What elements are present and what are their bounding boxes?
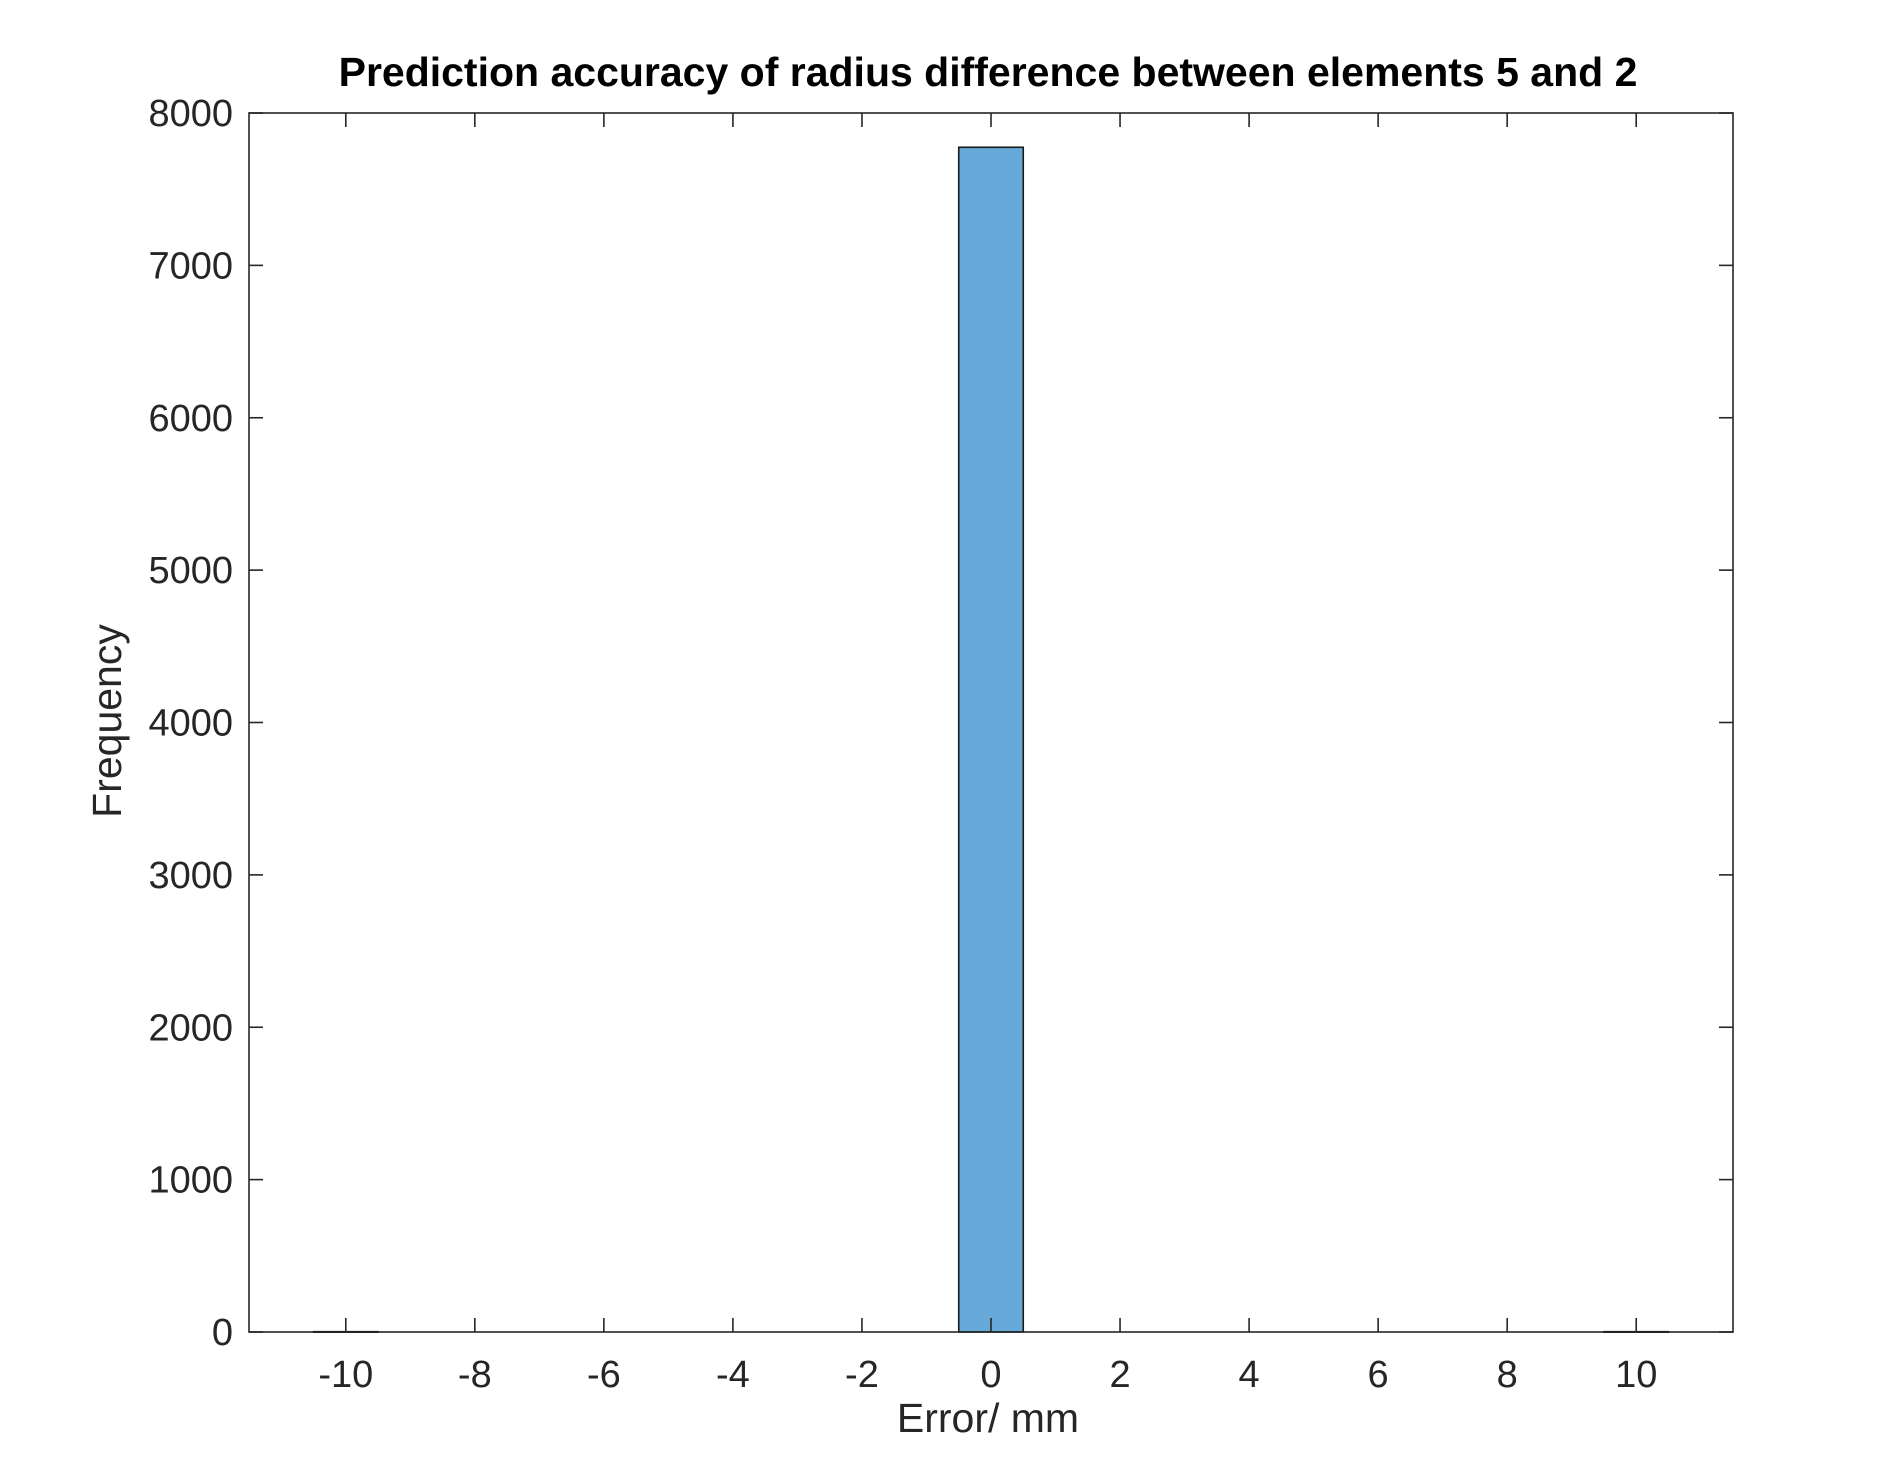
- y-tick-label: 7000: [148, 245, 233, 287]
- x-tick-label: -10: [318, 1354, 373, 1396]
- y-tick-label: 3000: [148, 855, 233, 897]
- x-tick-label: -6: [587, 1354, 621, 1396]
- x-tick-label: 8: [1497, 1354, 1518, 1396]
- tick-labels-layer: -10 -8 -6 -4 -2 0 2 4 6 8 10 0 1000 2000 3000 4000 5000 6…: [148, 93, 1657, 1396]
- y-tick-label: 8000: [148, 93, 233, 135]
- x-tick-label: 10: [1615, 1354, 1657, 1396]
- y-tick-label: 0: [212, 1312, 233, 1354]
- histogram-bar: [957, 146, 1025, 1333]
- chart-title: Prediction accuracy of radius difference…: [339, 49, 1638, 95]
- x-tick-label: 2: [1109, 1354, 1130, 1396]
- y-tick-label: 4000: [148, 703, 233, 745]
- x-tick-label: -4: [716, 1354, 750, 1396]
- y-tick-label: 1000: [148, 1160, 233, 1202]
- y-tick-label: 6000: [148, 398, 233, 440]
- y-tick-label: 2000: [148, 1007, 233, 1049]
- x-tick-label: 0: [980, 1354, 1001, 1396]
- plot-area-frame: [248, 112, 1734, 1333]
- y-tick-label: 5000: [148, 550, 233, 592]
- x-tick-label: -8: [458, 1354, 492, 1396]
- bars-layer: [312, 146, 1670, 1333]
- x-tick-label: -2: [845, 1354, 879, 1396]
- x-tick-label: 6: [1368, 1354, 1389, 1396]
- x-tick-label: 4: [1239, 1354, 1260, 1396]
- x-axis-title: Error/ mm: [897, 1395, 1079, 1441]
- y-axis-title: Frequency: [84, 624, 130, 818]
